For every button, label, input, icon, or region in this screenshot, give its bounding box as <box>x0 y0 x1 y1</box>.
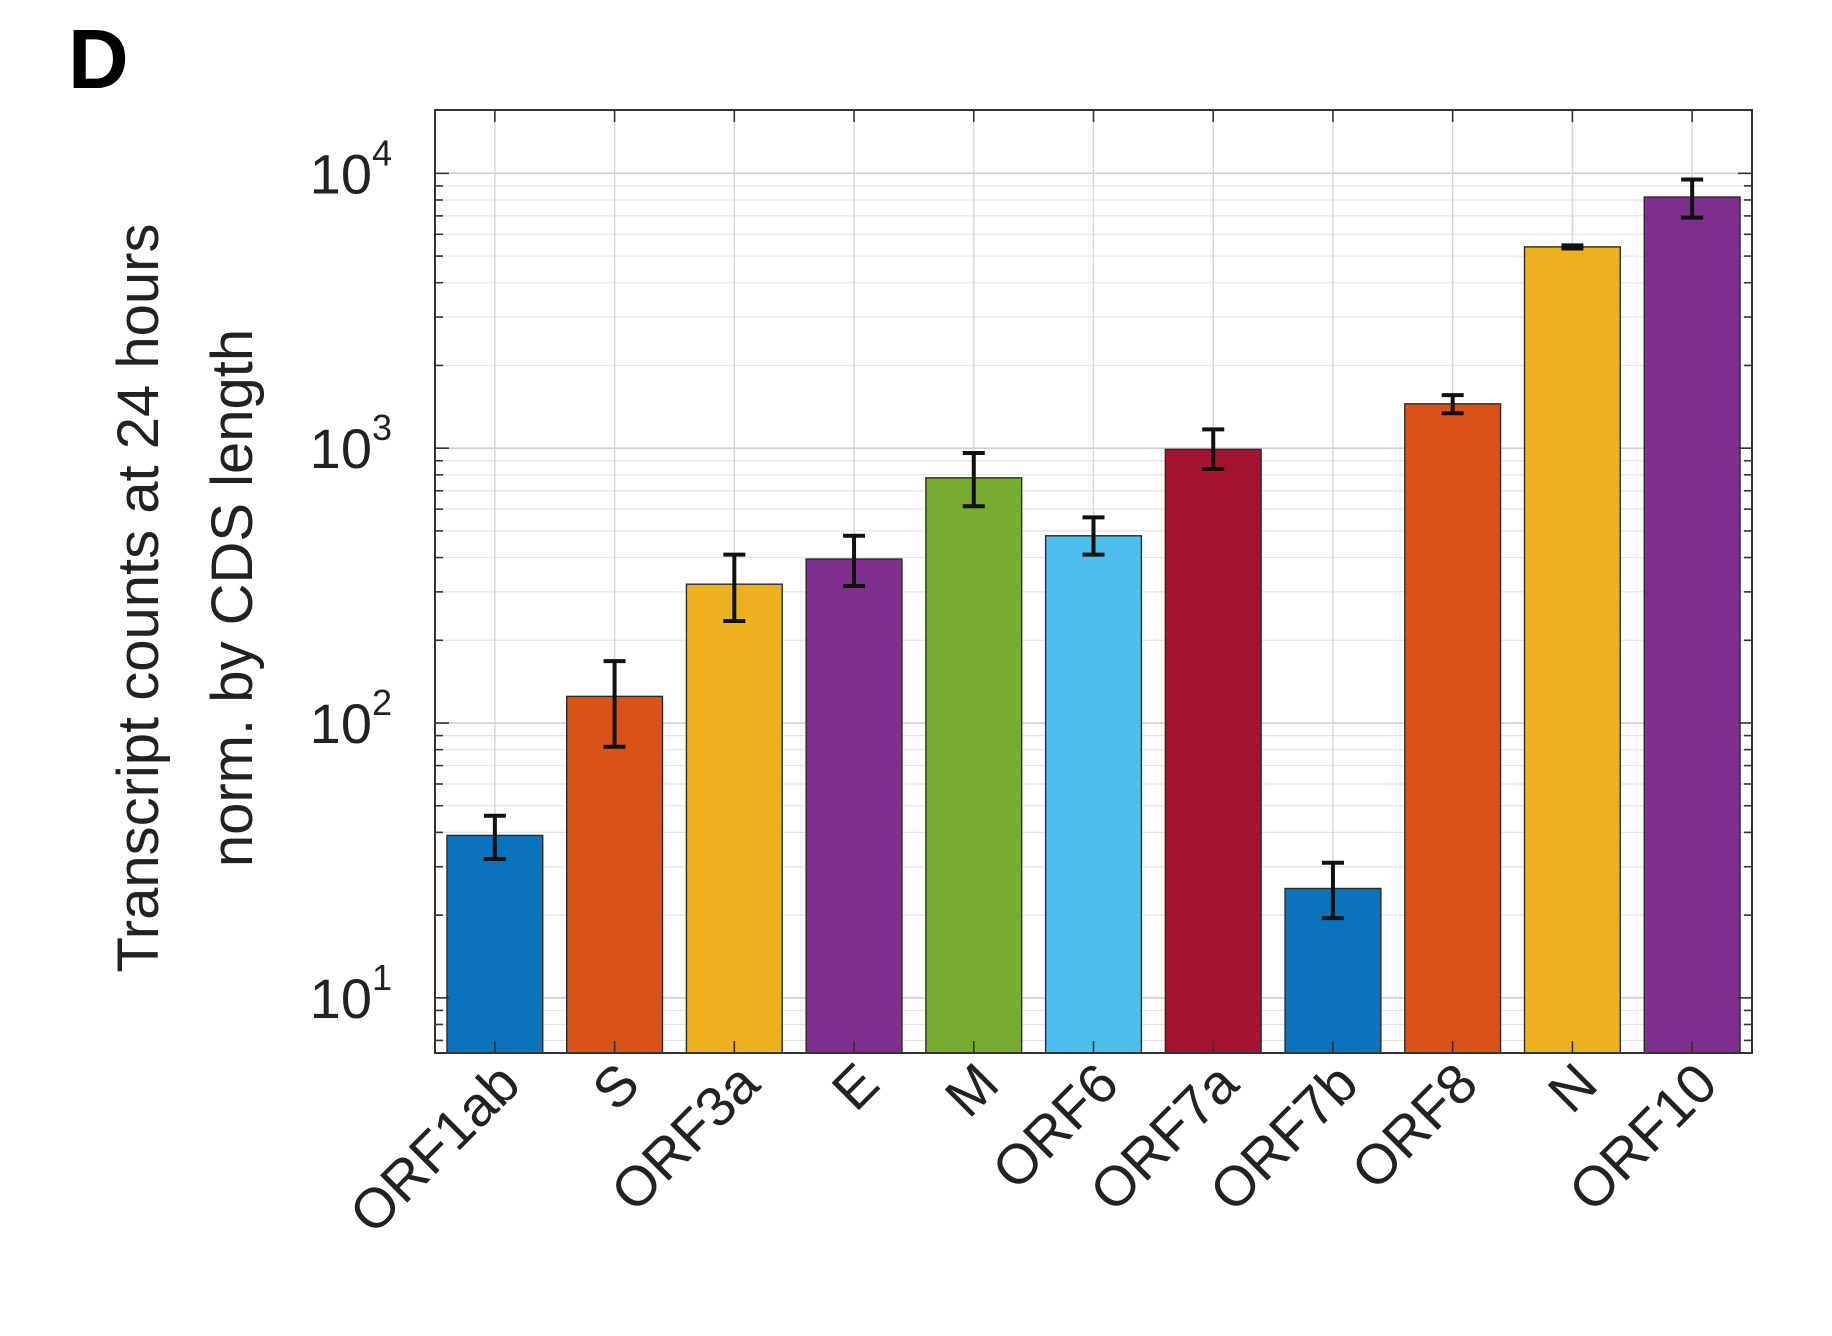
plot-frame <box>434 109 1753 1054</box>
y-axis-label: Transcript counts at 24 hours norm. by C… <box>106 224 265 973</box>
y-tick-base: 10 <box>310 417 372 480</box>
x-tick-label-e: E <box>820 1051 891 1122</box>
bar-n <box>1523 246 1622 1054</box>
error-bar-m <box>962 451 985 509</box>
y-tick-base: 10 <box>310 692 372 755</box>
error-bars <box>483 177 1704 921</box>
y-axis-label-line-1: Transcript counts at 24 hours <box>106 224 171 973</box>
error-bar-orf10 <box>1681 177 1704 220</box>
error-bar-orf1ab <box>483 813 506 862</box>
bar-orf3a <box>685 583 783 1054</box>
y-tick-exponent: 2 <box>372 682 392 723</box>
error-bar-orf3a <box>723 552 746 624</box>
panel-label: D <box>68 12 129 106</box>
error-bar-orf6 <box>1082 515 1105 557</box>
x-tick-label-orf1ab: ORF1ab <box>337 1051 531 1245</box>
bar-e <box>805 558 903 1054</box>
bars <box>446 196 1741 1054</box>
error-bar-orf8 <box>1441 393 1464 416</box>
bar-orf7a <box>1164 448 1262 1054</box>
y-tick-exponent: 4 <box>372 132 392 173</box>
error-bar-n <box>1561 243 1584 251</box>
bar-orf10 <box>1643 196 1741 1054</box>
y-tick-exponent: 3 <box>372 407 392 448</box>
y-tick-label: 103 <box>310 407 392 480</box>
y-tick-label: 101 <box>310 957 392 1030</box>
bar-m <box>925 477 1023 1054</box>
bar-orf8 <box>1404 403 1502 1054</box>
y-tick-label: 102 <box>310 682 392 755</box>
x-tick-label-m: M <box>933 1051 1011 1129</box>
error-bar-orf7b <box>1321 860 1344 921</box>
x-tick-label-n: N <box>1536 1051 1609 1124</box>
y-tick-exponent: 1 <box>372 957 392 998</box>
error-bar-s <box>603 659 626 749</box>
y-tick-label: 104 <box>310 132 392 205</box>
x-tick-label-s: S <box>580 1051 651 1122</box>
bar-orf6 <box>1044 535 1143 1054</box>
y-axis-label-line-2: norm. by CDS length <box>200 329 265 867</box>
y-tick-base: 10 <box>310 142 372 205</box>
y-tick-base: 10 <box>310 967 372 1030</box>
error-bar-e <box>843 533 866 589</box>
bar-orf1ab <box>446 834 544 1054</box>
x-tick-label-orf8: ORF8 <box>1339 1051 1489 1201</box>
error-bar-orf7a <box>1202 427 1225 471</box>
bar-s <box>566 695 664 1054</box>
